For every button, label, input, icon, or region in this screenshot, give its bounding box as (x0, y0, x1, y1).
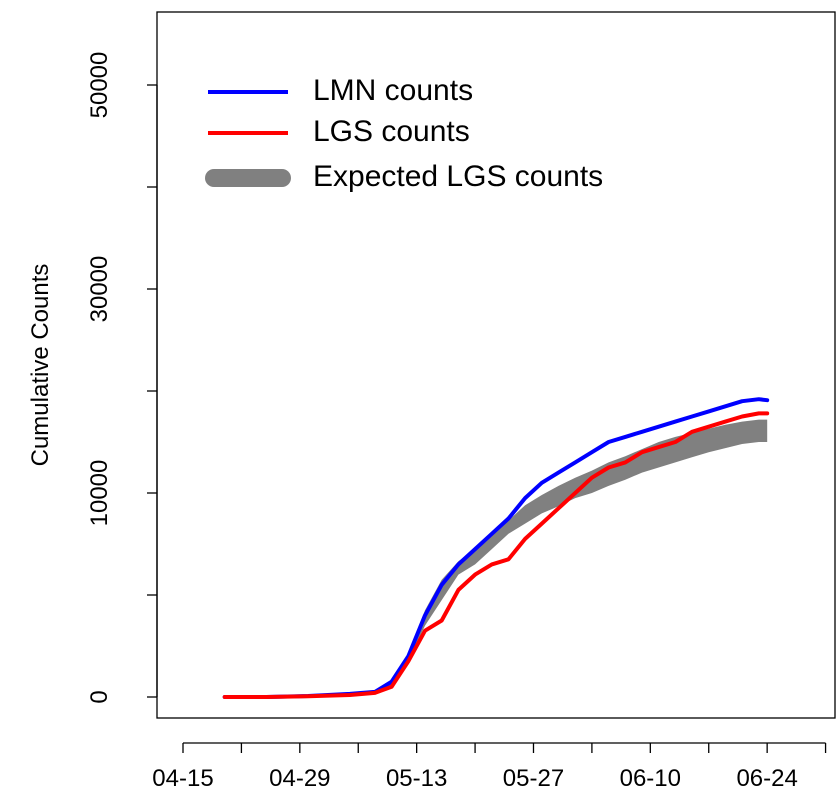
x-axis: 04-15 04-29 05-13 05-27 06-10 06-24 (152, 742, 827, 792)
x-tick-label: 06-10 (620, 765, 681, 792)
x-tick-label: 06-24 (736, 765, 797, 792)
y-tick-label: 30000 (86, 256, 113, 323)
expected-band-layer (224, 419, 768, 697)
expected-band (224, 419, 768, 697)
legend-label-lgs-counts: LGS counts (313, 115, 470, 148)
legend: LMN counts LGS counts Expected LGS counts (205, 74, 603, 193)
series-lines-layer (222, 397, 770, 699)
x-tick-label: 05-13 (386, 765, 447, 792)
legend-label-lmn-counts: LMN counts (313, 74, 473, 107)
plot-frame (156, 11, 836, 719)
y-tick-label: 0 (86, 690, 113, 703)
y-tick-label: 10000 (86, 460, 113, 527)
y-axis-label: Cumulative Counts (27, 264, 54, 467)
lmn-counts-line (222, 397, 770, 699)
y-tick-label: 50000 (86, 52, 113, 119)
x-tick-label: 05-27 (503, 765, 564, 792)
legend-label-expected-lgs-counts: Expected LGS counts (313, 160, 603, 193)
lgs-counts-line (222, 411, 770, 699)
x-tick-label: 04-29 (269, 765, 330, 792)
x-tick-label: 04-15 (152, 765, 213, 792)
y-axis: 0 10000 30000 50000 (86, 52, 158, 704)
